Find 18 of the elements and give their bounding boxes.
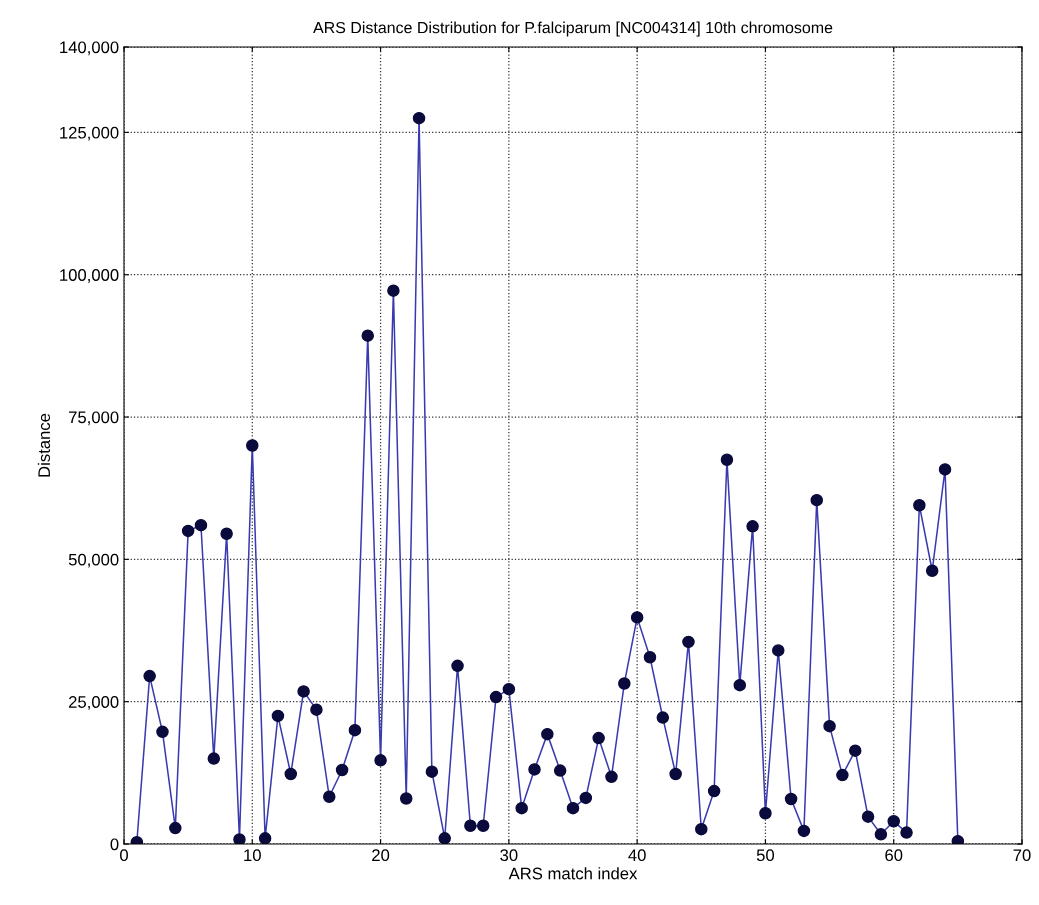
- y-tick-label: 0: [110, 838, 119, 851]
- y-tick-label: 50,000: [68, 553, 119, 568]
- x-tick-label: 50: [756, 849, 775, 862]
- x-tick-label: 10: [244, 849, 261, 862]
- x-tick-label: 0: [120, 849, 128, 862]
- y-axis-title: Distance: [37, 413, 51, 477]
- y-tick-label: 100,000: [60, 269, 119, 283]
- x-tick-label: 70: [1013, 849, 1031, 862]
- x-tick-label: 60: [885, 849, 903, 862]
- y-tick-label: 75,000: [69, 411, 119, 426]
- x-tick-label: 40: [628, 849, 646, 862]
- x-tick-label: 30: [500, 849, 518, 862]
- x-tick-label: 20: [372, 849, 390, 862]
- y-tick-label: 25,000: [69, 696, 119, 710]
- y-tick-label: 125,000: [60, 126, 119, 141]
- x-axis-title: ARS match index: [508, 867, 638, 880]
- chart-title: ARS Distance Distribution for P.falciparum [NC004314] 10th chromosome: [313, 21, 833, 37]
- y-tick-label: 140,000: [60, 41, 119, 56]
